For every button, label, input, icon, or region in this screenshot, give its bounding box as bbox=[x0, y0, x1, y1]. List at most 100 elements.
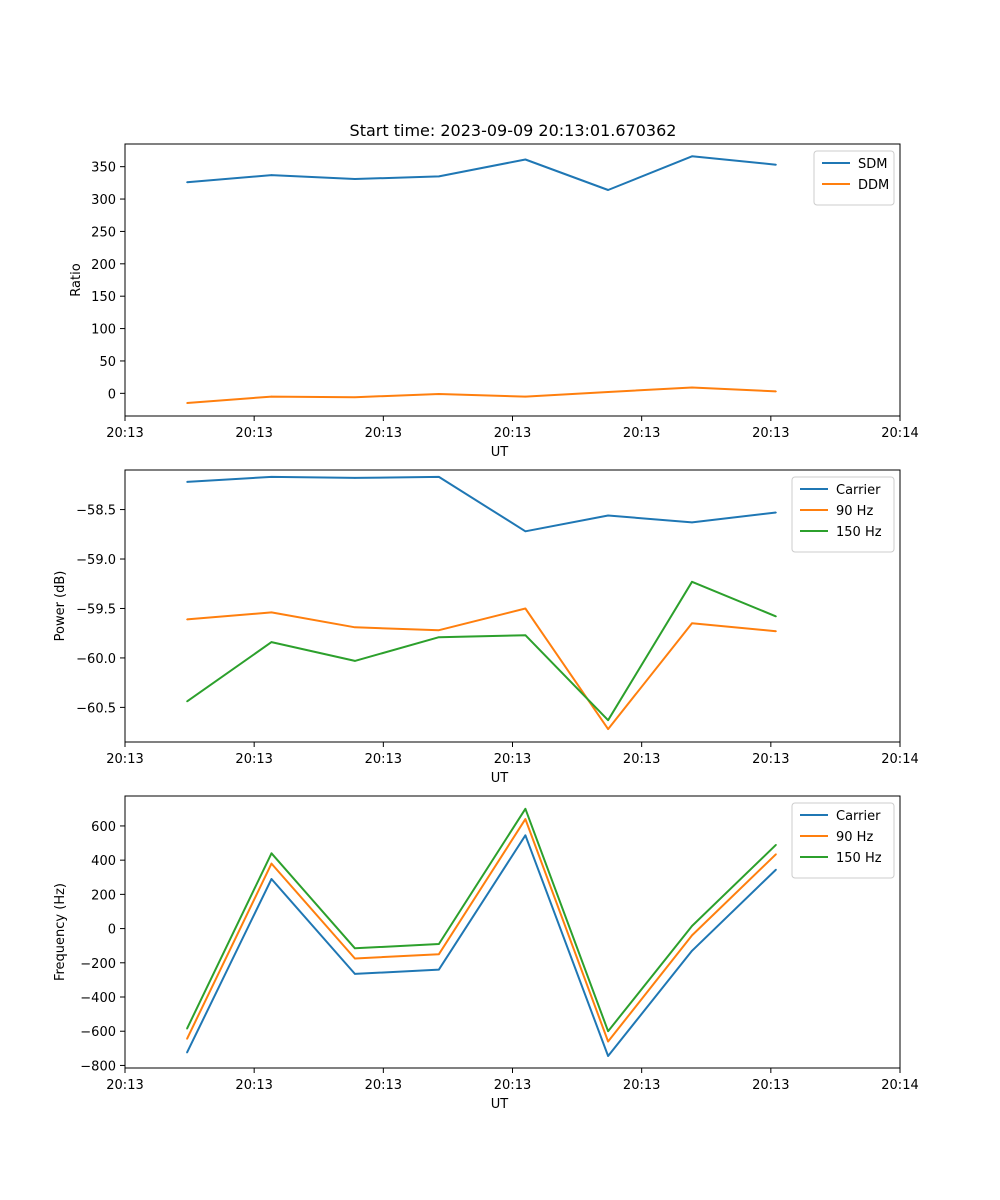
data-point bbox=[775, 853, 777, 855]
y-axis-label: Frequency (Hz) bbox=[53, 883, 68, 981]
x-tick-label: 20:13 bbox=[623, 426, 660, 441]
data-point bbox=[607, 391, 609, 393]
series-line-carrier bbox=[186, 475, 777, 533]
data-point bbox=[524, 834, 527, 837]
x-tick-label: 20:14 bbox=[881, 1078, 918, 1093]
data-point bbox=[775, 630, 777, 632]
data-point bbox=[691, 386, 693, 389]
series-line-ddm bbox=[186, 386, 777, 404]
y-tick-label: 350 bbox=[91, 161, 116, 176]
x-tick-label: 20:14 bbox=[881, 752, 918, 767]
legend-box bbox=[813, 150, 895, 206]
x-axis-label: UT bbox=[491, 771, 509, 786]
data-point bbox=[775, 868, 777, 871]
data-point bbox=[524, 607, 527, 610]
series-line-90-hz bbox=[186, 818, 777, 1043]
data-point bbox=[607, 719, 609, 721]
y-tick-label: −400 bbox=[80, 991, 116, 1006]
y-tick-label: −59.5 bbox=[76, 602, 116, 617]
legend-label: 90 Hz bbox=[836, 504, 873, 519]
x-tick-label: 20:13 bbox=[365, 1078, 402, 1093]
data-point bbox=[270, 878, 273, 880]
frequency-chart: 20:13 20:13 20:13 20:13 20:13 20:13 20:14 −800 −… bbox=[53, 795, 919, 1112]
data-point bbox=[186, 181, 188, 183]
y-tick-label: −60.5 bbox=[76, 701, 116, 716]
data-point bbox=[775, 844, 777, 846]
data-point bbox=[186, 1051, 188, 1054]
data-point bbox=[186, 402, 188, 404]
data-point bbox=[438, 953, 440, 955]
y-tick-label: −600 bbox=[80, 1025, 116, 1040]
data-point bbox=[270, 174, 273, 176]
data-point bbox=[775, 511, 777, 514]
data-point bbox=[691, 155, 693, 158]
data-point bbox=[524, 158, 527, 161]
legend-label: Carrier bbox=[836, 809, 881, 824]
data-point bbox=[524, 634, 527, 636]
plot-frame bbox=[124, 469, 901, 743]
data-point bbox=[524, 818, 527, 820]
x-tick-label: 20:13 bbox=[752, 426, 789, 441]
legend-label: 90 Hz bbox=[836, 830, 873, 845]
x-tick-label: 20:13 bbox=[623, 1078, 660, 1093]
y-tick-label: −200 bbox=[80, 957, 116, 972]
x-tick-label: 20:14 bbox=[881, 426, 918, 441]
y-tick-label: 100 bbox=[91, 323, 116, 338]
x-tick-label: 20:13 bbox=[752, 752, 789, 767]
x-tick-label: 20:13 bbox=[494, 752, 531, 767]
x-tick-label: 20:13 bbox=[365, 752, 402, 767]
plot-frame bbox=[124, 143, 901, 417]
data-point bbox=[354, 477, 356, 479]
series-line-150-hz bbox=[186, 580, 777, 722]
data-point bbox=[354, 178, 356, 180]
x-tick-label: 20:13 bbox=[235, 1078, 272, 1093]
x-tick-label: 20:13 bbox=[494, 1078, 531, 1093]
y-tick-label: 200 bbox=[91, 258, 116, 273]
power-chart: 20:13 20:13 20:13 20:13 20:13 20:13 20:14 −60.5… bbox=[53, 469, 919, 786]
data-point bbox=[270, 641, 273, 643]
data-point bbox=[691, 934, 693, 937]
data-point bbox=[438, 636, 440, 638]
ratio-chart: 20:13 20:13 20:13 20:13 20:13 20:13 20:14 0 50 10… bbox=[69, 143, 919, 460]
data-point bbox=[354, 396, 356, 399]
data-point bbox=[775, 615, 777, 618]
x-axis-label: UT bbox=[491, 445, 509, 460]
x-tick-label: 20:13 bbox=[106, 752, 143, 767]
data-point bbox=[186, 1027, 188, 1030]
data-point bbox=[524, 530, 527, 533]
y-tick-label: 50 bbox=[99, 355, 116, 370]
y-tick-label: 300 bbox=[91, 193, 116, 208]
data-point bbox=[524, 808, 527, 810]
data-point bbox=[775, 390, 777, 393]
data-point bbox=[438, 175, 440, 178]
x-tick-label: 20:13 bbox=[235, 752, 272, 767]
y-tick-label: 400 bbox=[91, 854, 116, 869]
data-point bbox=[691, 950, 693, 952]
series-line-sdm bbox=[186, 155, 777, 191]
y-tick-label: 200 bbox=[91, 888, 116, 903]
x-tick-label: 20:13 bbox=[106, 1078, 143, 1093]
data-point bbox=[270, 611, 273, 614]
legend-label: SDM bbox=[858, 157, 887, 172]
data-point bbox=[607, 1040, 609, 1043]
data-point bbox=[524, 395, 527, 398]
data-point bbox=[186, 618, 188, 621]
y-axis-label: Power (dB) bbox=[53, 571, 68, 642]
data-point bbox=[354, 626, 356, 629]
data-point bbox=[691, 925, 693, 927]
data-point bbox=[438, 968, 440, 971]
data-point bbox=[438, 943, 440, 945]
y-tick-label: 250 bbox=[91, 225, 116, 240]
data-point bbox=[607, 1030, 609, 1032]
legend-label: Carrier bbox=[836, 483, 881, 498]
y-tick-label: 150 bbox=[91, 290, 116, 305]
data-point bbox=[607, 728, 609, 730]
legend-label: 150 Hz bbox=[836, 525, 882, 540]
legend-label: DDM bbox=[858, 178, 889, 193]
data-point bbox=[691, 521, 693, 524]
data-point bbox=[438, 476, 440, 478]
data-point bbox=[186, 481, 188, 483]
x-tick-label: 20:13 bbox=[235, 426, 272, 441]
data-point bbox=[607, 514, 609, 517]
